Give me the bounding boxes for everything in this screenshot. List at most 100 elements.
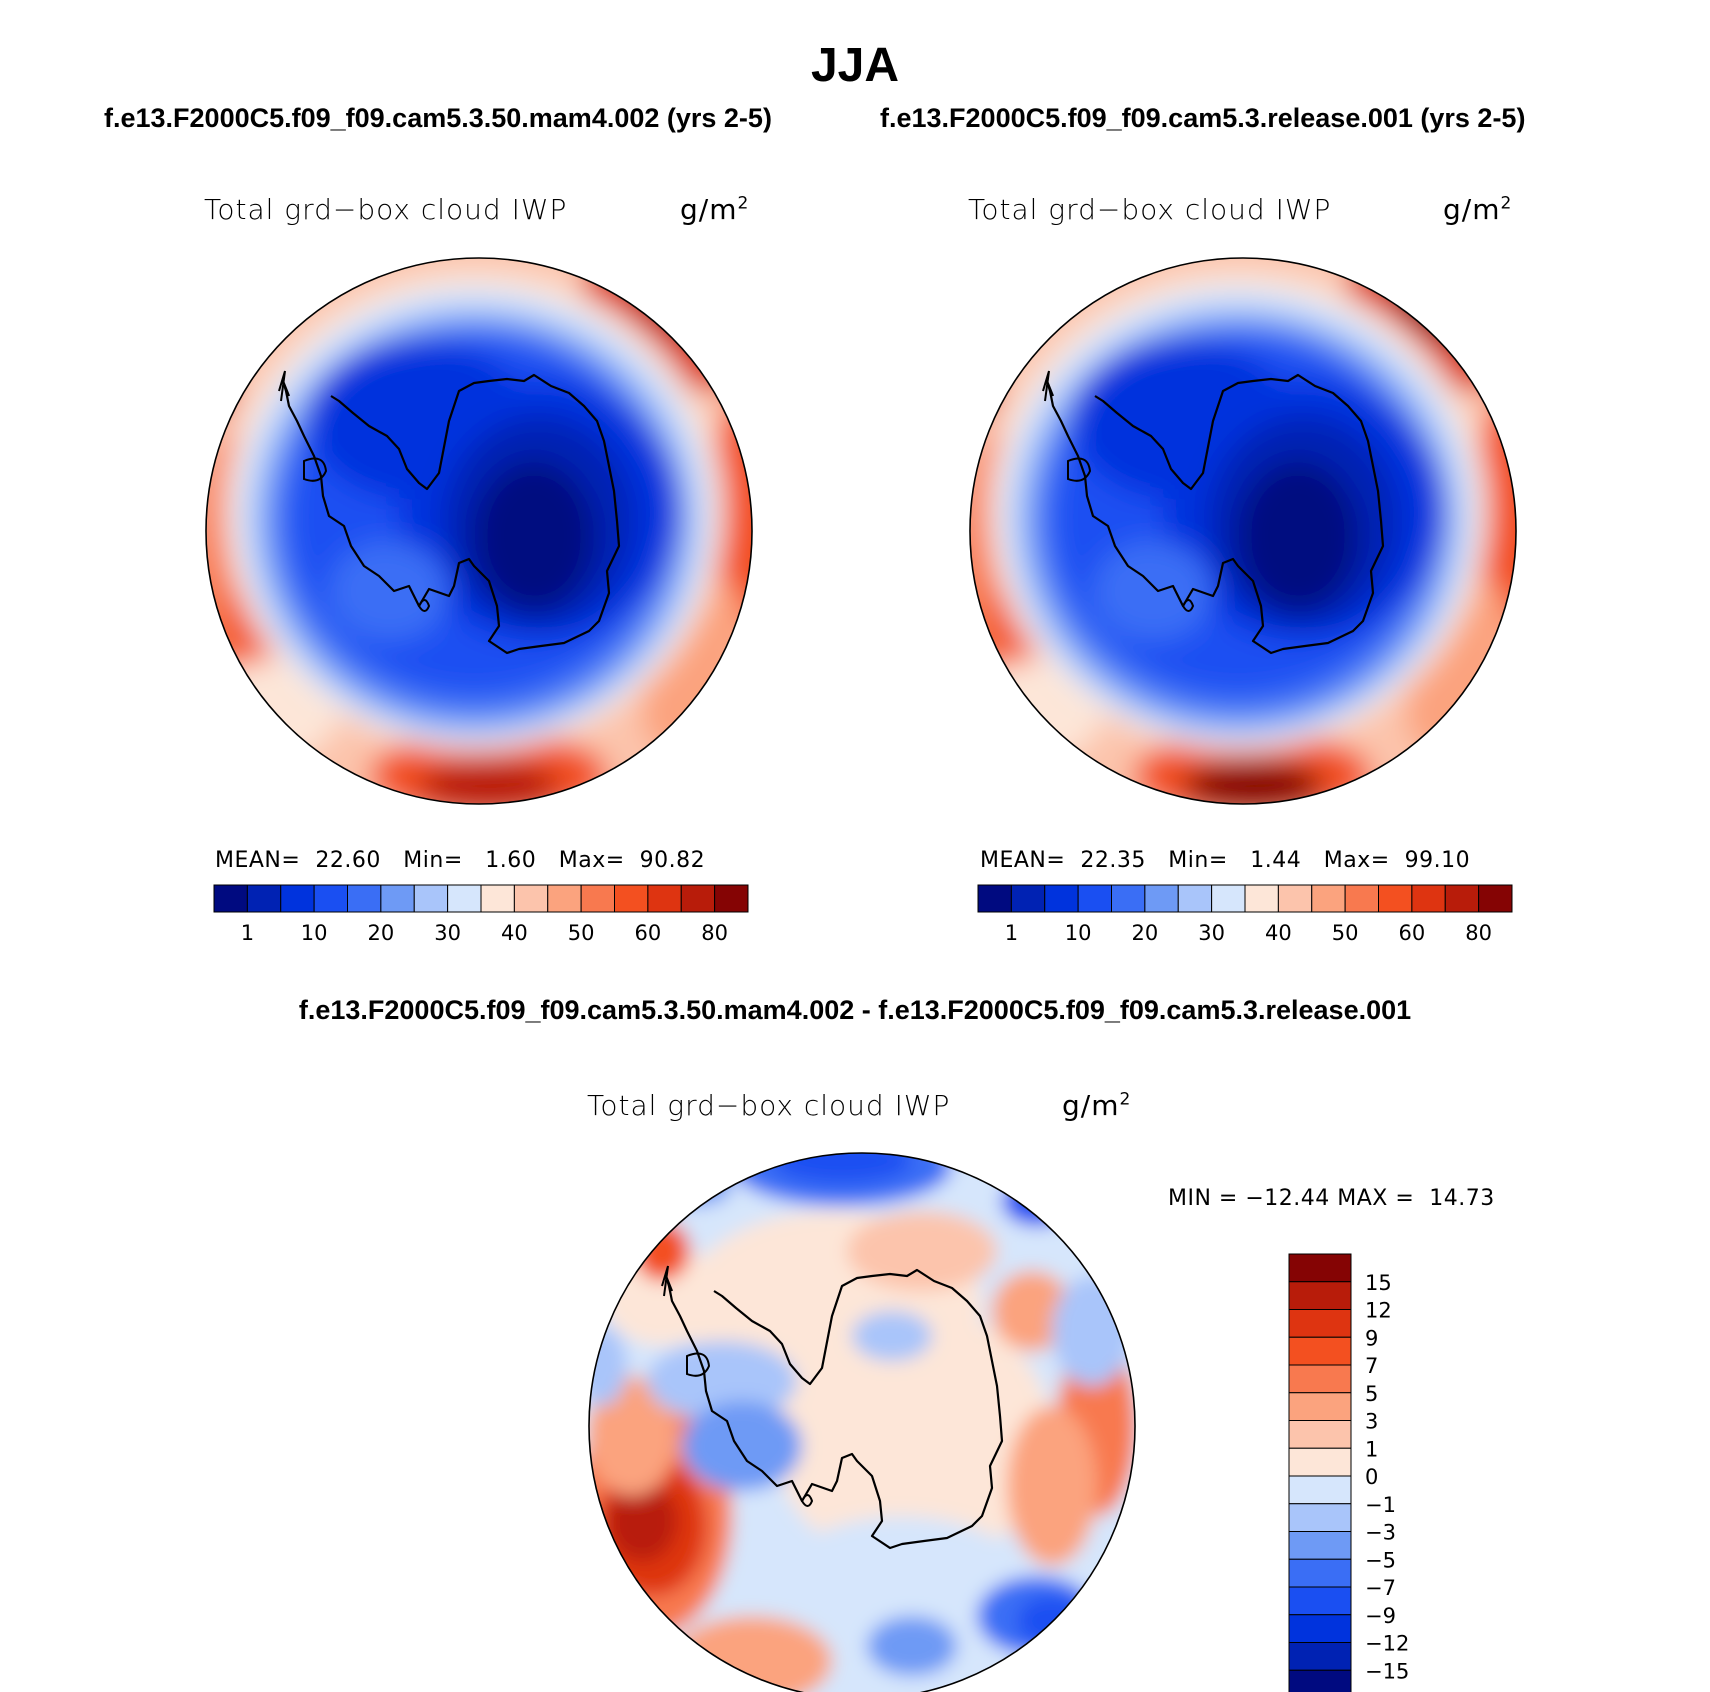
field-blob: [589, 1326, 627, 1406]
colorbar-tick-label: −5: [1365, 1548, 1396, 1572]
peninsula-outline: [661, 1265, 669, 1297]
panel2-coastline: [1042, 370, 1385, 655]
colorbar-tick-label: 1: [241, 921, 254, 945]
panel3-map: [589, 1153, 1135, 1692]
colorbar-tick-label: −7: [1365, 1576, 1396, 1600]
colorbar-box: [213, 884, 248, 913]
colorbar-box: [1277, 884, 1313, 913]
field-blob: [647, 1341, 797, 1421]
colorbar-box: [1211, 884, 1246, 913]
colorbar-box: [1288, 1364, 1352, 1394]
peninsula-outline: [278, 370, 286, 402]
map1-field: [206, 258, 752, 804]
island-outline: [303, 457, 328, 482]
field-blob: [474, 461, 594, 611]
panel2-map: [970, 258, 1516, 804]
colorbar-box: [380, 884, 415, 913]
colorbar-box: [1044, 884, 1079, 913]
colorbar-tick-label: 5: [1365, 1382, 1378, 1406]
colorbar-tick-label: 50: [1332, 921, 1359, 945]
antarctic-coastline: [664, 1268, 1004, 1550]
colorbar-box: [1288, 1531, 1352, 1560]
colorbar-tick-label: −1: [1365, 1493, 1396, 1517]
panel1-coastline: [278, 370, 621, 655]
field-blob: [772, 1153, 912, 1183]
island-outline: [686, 1352, 711, 1377]
colorbar-box: [313, 884, 348, 913]
panel3-map-border: [588, 1152, 1136, 1692]
field-blob: [772, 1306, 1052, 1566]
panel1-units: g/m2: [680, 193, 750, 226]
colorbar-tick-label: 30: [1198, 921, 1225, 945]
island-outline: [801, 1494, 814, 1507]
panel3-title: Total grd−box cloud IWP: [587, 1089, 951, 1122]
colorbar-tick-label: −9: [1365, 1604, 1396, 1628]
colorbar-tick-label: −15: [1365, 1659, 1409, 1683]
map2-field: [970, 258, 1516, 804]
figure-title: JJA: [810, 39, 900, 92]
panel1-colorbar: 1 10 20 30 40 50 60 80: [213, 884, 749, 945]
field-blob: [867, 1616, 957, 1676]
colorbar-box: [1288, 1447, 1352, 1477]
field-blob: [419, 761, 559, 804]
field-blob: [970, 366, 996, 416]
colorbar-box: [1288, 1669, 1352, 1692]
panel3-stats: MIN = −12.44 MAX = 14.73: [1168, 1186, 1495, 1211]
colorbar-box: [1478, 884, 1513, 913]
field-blob: [652, 1166, 732, 1206]
colorbar-tick-label: 10: [1065, 921, 1092, 945]
colorbar-tick-label: 0: [1365, 1465, 1378, 1489]
antarctic-coastline: [1045, 373, 1385, 655]
colorbar-box: [680, 884, 716, 913]
panel1-stats: MEAN= 22.60 Min= 1.60 Max= 90.82: [215, 848, 706, 873]
colorbar-box: [1344, 884, 1379, 913]
colorbar-box: [347, 884, 382, 913]
field-blob: [1052, 1276, 1132, 1386]
colorbar-box: [1288, 1420, 1352, 1449]
island-outline: [1182, 599, 1195, 612]
map3-field: [589, 1153, 1135, 1692]
colorbar-box: [1378, 884, 1413, 913]
colorbar-box: [614, 884, 649, 913]
colorbar-tick-label: −3: [1365, 1521, 1396, 1545]
field-blob: [1238, 461, 1358, 611]
panel1-title: Total grd−box cloud IWP: [204, 193, 568, 226]
colorbar-box: [1444, 884, 1480, 913]
colorbar-box: [1411, 884, 1446, 913]
colorbar-box: [1288, 1309, 1352, 1338]
colorbar-tick-label: 60: [1399, 921, 1426, 945]
field-blob: [607, 1481, 677, 1561]
left-case-title: f.e13.F2000C5.f09_f09.cam5.3.50.mam4.002…: [104, 103, 772, 133]
colorbar-box: [1288, 1336, 1352, 1366]
colorbar-box: [1077, 884, 1112, 913]
antarctic-coastline: [281, 373, 621, 655]
colorbar-tick-label: 80: [701, 921, 728, 945]
colorbar-tick-label: 40: [501, 921, 528, 945]
field-blob: [682, 1401, 802, 1491]
island-outline: [1067, 457, 1092, 482]
colorbar-tick-label: 80: [1465, 921, 1492, 945]
diff-title: f.e13.F2000C5.f09_f09.cam5.3.50.mam4.002…: [298, 995, 1412, 1025]
colorbar-tick-label: 1: [1365, 1437, 1378, 1461]
colorbar-tick-label: 30: [434, 921, 461, 945]
colorbar-box: [1311, 884, 1346, 913]
colorbar-box: [246, 884, 282, 913]
colorbar-box: [280, 884, 315, 913]
colorbar-box: [480, 884, 515, 913]
field-blob: [847, 1211, 997, 1291]
colorbar-tick-label: 20: [1132, 921, 1159, 945]
panel2-colorbar: 1 10 20 30 40 50 60 80: [977, 884, 1513, 945]
colorbar-box: [1288, 1642, 1352, 1671]
panel2-title: Total grd−box cloud IWP: [968, 193, 1332, 226]
colorbar-tick-label: 7: [1365, 1354, 1378, 1378]
panel3-colorbar: 15 12 9 7 5 3 1 0 −1 −3 −5 −7 −9 −12 −15: [1288, 1253, 1409, 1692]
colorbar-tick-label: 3: [1365, 1410, 1378, 1434]
colorbar-box: [513, 884, 549, 913]
colorbar-tick-label: 40: [1265, 921, 1292, 945]
colorbar-tick-label: 10: [301, 921, 328, 945]
panel1-map-border: [205, 257, 753, 805]
colorbar-box: [1288, 1253, 1352, 1283]
field-blob: [782, 1516, 1022, 1636]
panel3-coastline: [661, 1265, 1004, 1550]
colorbar-box: [1144, 884, 1179, 913]
